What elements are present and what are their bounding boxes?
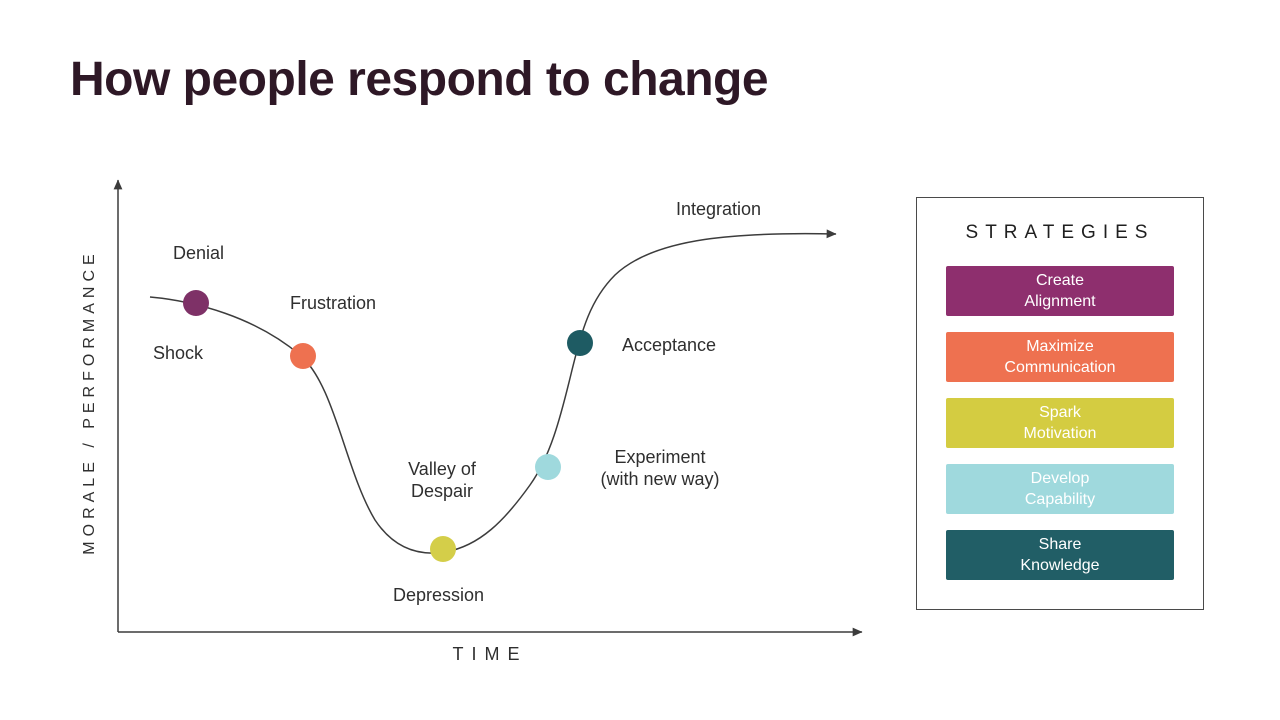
- page-title: How people respond to change: [70, 53, 769, 106]
- dot-frustration: [290, 343, 316, 369]
- strategy-bar-create-alignment: Create Alignment: [946, 266, 1174, 316]
- strategy-bar-maximize-communication: Maximize Communication: [946, 332, 1174, 382]
- x-axis-label: TIME: [452, 644, 528, 664]
- strategy-bar-share-knowledge: Share Knowledge: [946, 530, 1174, 580]
- strategy-bar-develop-capability: Develop Capability: [946, 464, 1174, 514]
- stage-label-denial: Denial: [173, 243, 225, 263]
- stage-label-shock: Shock: [153, 343, 204, 363]
- strategies-panel: STRATEGIES Create Alignment Maximize Com…: [916, 197, 1204, 610]
- stage-label-acceptance: Acceptance: [622, 335, 717, 355]
- dot-acceptance: [567, 330, 593, 356]
- stage-label-integration: Integration: [676, 199, 762, 219]
- dot-experiment: [535, 454, 561, 480]
- stage-label-experiment: Experiment (with new way): [600, 447, 720, 489]
- dot-denial: [183, 290, 209, 316]
- stage-label-depression: Depression: [393, 585, 485, 605]
- change-curve: [149, 229, 837, 554]
- stage-label-frustration: Frustration: [290, 293, 377, 313]
- dot-depression: [430, 536, 456, 562]
- stage-label-valley-of-despair: Valley of Despair: [408, 459, 476, 501]
- strategy-bar-spark-motivation: Spark Motivation: [946, 398, 1174, 448]
- strategies-title: STRATEGIES: [965, 222, 1155, 243]
- y-axis-label: MORALE / PERFORMANCE: [81, 249, 98, 555]
